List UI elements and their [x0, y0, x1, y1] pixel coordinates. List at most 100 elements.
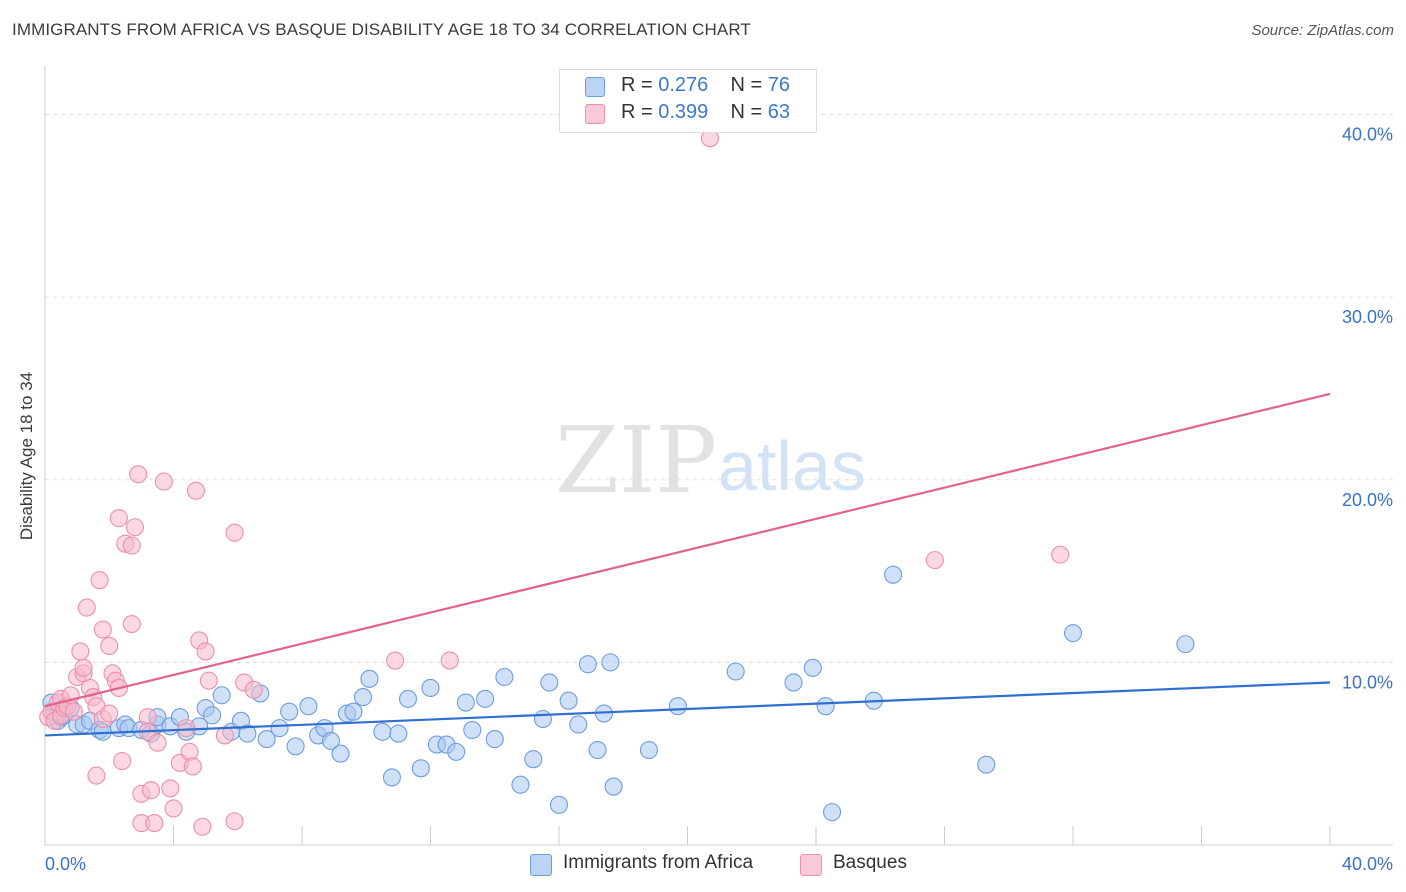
- basques-point: [225, 812, 244, 831]
- basques-legend-label: Basques: [833, 852, 907, 873]
- africa-point: [280, 702, 299, 721]
- africa-point: [286, 737, 305, 756]
- africa-legend-label: Immigrants from Africa: [563, 852, 754, 873]
- africa-point: [344, 702, 363, 721]
- africa-point: [1063, 624, 1083, 643]
- basques-point: [386, 651, 405, 670]
- basques-points: [39, 129, 1070, 836]
- basques-point: [141, 781, 161, 800]
- africa-point: [411, 759, 430, 778]
- basques-point: [244, 680, 263, 699]
- africa-point: [569, 715, 588, 734]
- basques-point: [74, 658, 93, 677]
- africa-point: [977, 755, 996, 774]
- africa-point: [495, 667, 514, 687]
- africa-point: [373, 722, 392, 741]
- africa-point: [1176, 635, 1195, 654]
- basques-point: [64, 702, 83, 721]
- africa-point: [398, 689, 418, 708]
- africa-point: [884, 565, 903, 584]
- africa-r-value: 0.276: [658, 74, 709, 96]
- africa-point: [353, 688, 373, 707]
- basques-point: [440, 651, 459, 670]
- africa-point: [549, 795, 569, 814]
- africa-point: [389, 724, 408, 743]
- basques-point: [145, 814, 164, 833]
- basques-r-label: R =: [621, 101, 659, 123]
- africa-swatch: [585, 77, 605, 97]
- basques-r-value: 0.399: [658, 101, 709, 123]
- basques-point: [225, 523, 244, 542]
- africa-point: [421, 678, 440, 697]
- basques-point: [164, 799, 183, 818]
- africa-point: [360, 669, 379, 688]
- y-tick-label: 20.0%: [1342, 490, 1393, 510]
- basques-point: [1051, 545, 1070, 564]
- africa-point: [639, 740, 659, 760]
- basques-point: [154, 472, 173, 491]
- basques-swatch: [585, 104, 605, 124]
- africa-n-value: 76: [767, 74, 791, 96]
- basques-point: [193, 817, 212, 836]
- africa-point: [485, 730, 504, 749]
- africa-point: [257, 730, 276, 749]
- basques-point: [177, 719, 196, 738]
- basques-trend-line: [44, 392, 1331, 708]
- chart-title: IMMIGRANTS FROM AFRICA VS BASQUE DISABIL…: [12, 20, 751, 39]
- basques-point: [129, 465, 148, 484]
- basques-point: [109, 509, 128, 528]
- basques-point: [90, 571, 109, 590]
- basques-point: [196, 642, 215, 661]
- africa-point: [476, 689, 495, 708]
- basques-point: [183, 757, 202, 776]
- basques-point: [122, 536, 141, 555]
- africa-point: [559, 691, 578, 710]
- africa-legend-swatch: [530, 854, 552, 876]
- basques-point: [93, 620, 112, 639]
- basques-n-label: N =: [730, 101, 768, 123]
- basques-point: [148, 733, 167, 752]
- africa-point: [540, 673, 559, 692]
- africa-point: [382, 768, 402, 787]
- y-tick-label: 10.0%: [1342, 672, 1393, 692]
- africa-point: [321, 731, 340, 750]
- africa-trend-line: [44, 681, 1331, 737]
- africa-points: [42, 565, 1195, 822]
- africa-point: [726, 662, 745, 681]
- africa-point: [212, 686, 231, 705]
- africa-point: [823, 803, 842, 822]
- africa-point: [816, 697, 835, 716]
- basques-point: [161, 779, 180, 798]
- x-tick-label-end: 40.0%: [1342, 854, 1393, 874]
- africa-point: [784, 673, 803, 692]
- africa-point: [511, 775, 530, 794]
- africa-point: [524, 750, 543, 769]
- africa-point: [238, 724, 257, 743]
- basques-point: [215, 726, 234, 745]
- africa-point: [604, 777, 623, 796]
- basques-point: [186, 481, 206, 500]
- basques-n-value: 63: [767, 101, 791, 123]
- basques-point: [77, 598, 96, 617]
- africa-point: [331, 744, 350, 763]
- basques-point: [100, 636, 119, 655]
- stats-legend: R = 0.276 N = 76 R = 0.399 N = 63: [559, 69, 817, 133]
- basques-point: [87, 766, 106, 785]
- africa-point: [533, 709, 552, 729]
- africa-point: [447, 742, 466, 761]
- africa-point: [463, 720, 482, 740]
- africa-point: [456, 693, 475, 712]
- basques-point: [925, 551, 944, 570]
- basques-point: [122, 614, 141, 634]
- basques-point: [199, 671, 218, 690]
- watermark-atlas: atlas: [718, 427, 866, 505]
- basques-legend-swatch: [800, 854, 822, 876]
- y-tick-label: 30.0%: [1342, 307, 1393, 327]
- basques-point: [180, 742, 199, 761]
- africa-point: [270, 719, 289, 738]
- x-tick-label-start: 0.0%: [45, 854, 86, 874]
- basques-point: [100, 704, 119, 723]
- africa-point: [601, 653, 620, 672]
- watermark-zip: ZIP: [555, 407, 717, 514]
